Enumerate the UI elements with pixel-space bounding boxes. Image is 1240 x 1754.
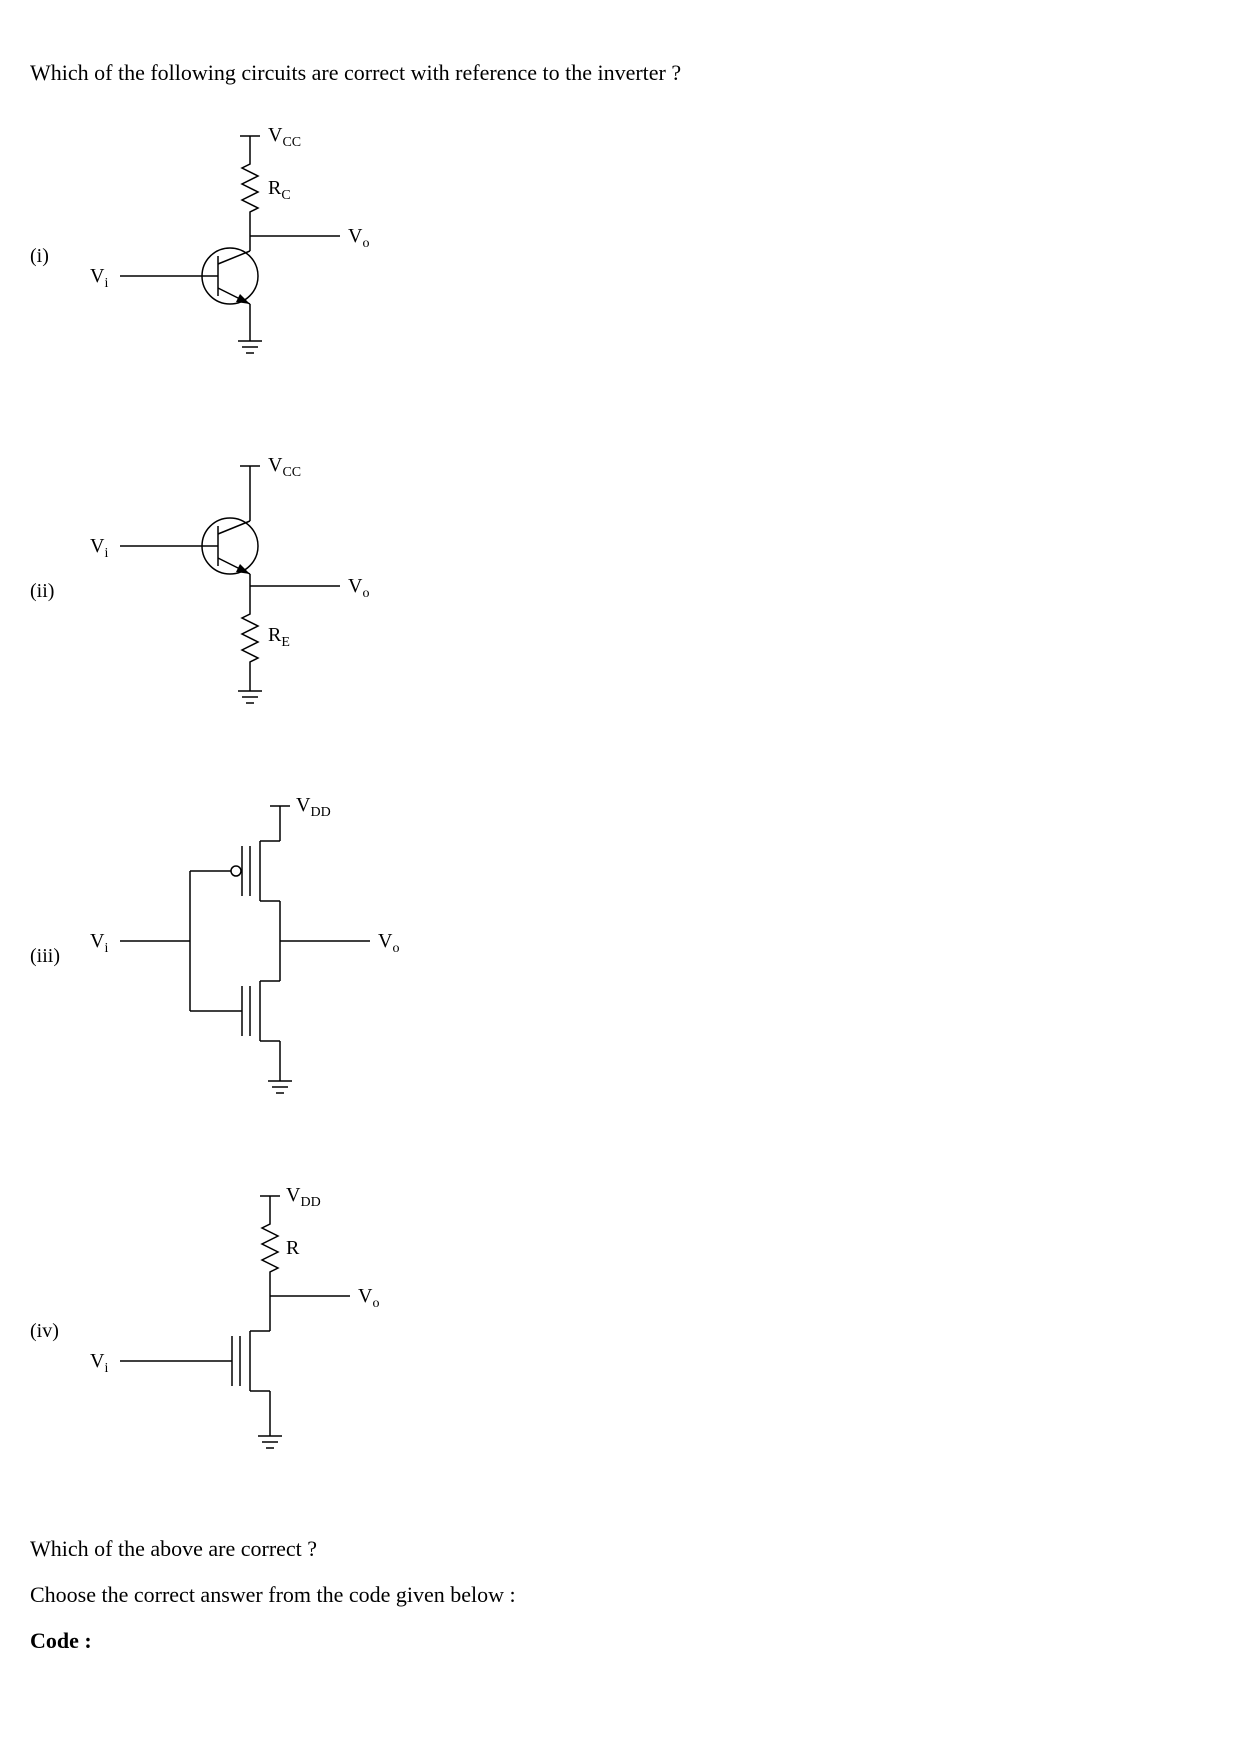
option-4-label: (iv) [30,1320,90,1343]
vo-label-4: Vo [358,1285,379,1311]
circuit-4-block: (iv) [30,1176,1210,1486]
option-3-label: (iii) [30,945,90,968]
vo-label-1: Vo [348,225,369,251]
question-text: Which of the following circuits are corr… [30,60,1210,86]
vdd-label-3: VDD [296,794,331,820]
circuit-3-block: (iii) [30,786,1210,1126]
footer-code: Code : [30,1628,1210,1654]
re-label: RE [268,624,290,650]
vi-label-4: Vi [90,1350,108,1376]
page: Which of the following circuits are corr… [0,0,1240,1684]
vcc-label: VCC [268,124,301,150]
circuit-3-svg: VDD Vo Vi [90,786,430,1126]
vcc-label-2: VCC [268,454,301,480]
vo-label-2: Vo [348,575,369,601]
circuit-2-block: (ii) [30,446,1210,736]
circuit-1-block: (i) [30,116,1210,396]
circuit-4-svg: VDD R Vo Vi [90,1176,410,1486]
vi-label-3: Vi [90,930,108,956]
rc-label: RC [268,177,291,203]
vo-label-3: Vo [378,930,399,956]
footer-line-2: Choose the correct answer from the code … [30,1582,1210,1608]
circuit-1-svg: VCC RC Vo Vi [90,116,410,396]
vi-label-1: Vi [90,265,108,291]
vi-label-2: Vi [90,535,108,561]
vdd-label-4: VDD [286,1184,321,1210]
option-2-label: (ii) [30,580,90,603]
footer-line-1: Which of the above are correct ? [30,1536,1210,1562]
r-label: R [286,1237,300,1259]
option-1-label: (i) [30,245,90,268]
circuit-2-svg: VCC Vo RE Vi [90,446,410,736]
